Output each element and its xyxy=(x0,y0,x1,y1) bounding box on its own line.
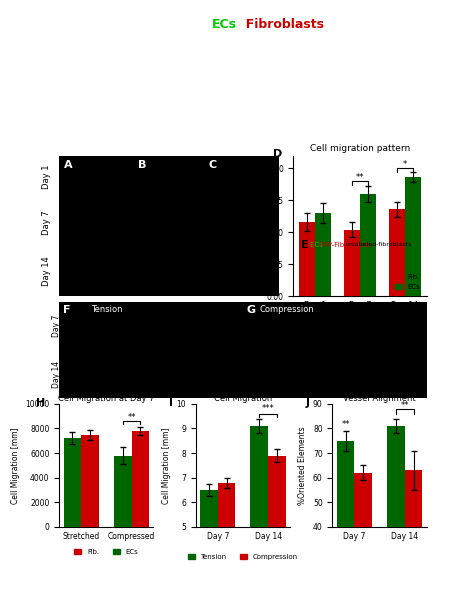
Legend: Fib., ECs: Fib., ECs xyxy=(392,272,423,292)
Bar xyxy=(387,426,405,592)
Text: F: F xyxy=(63,305,71,314)
Text: **: ** xyxy=(341,420,350,429)
Text: C: C xyxy=(209,160,217,170)
Bar xyxy=(315,213,331,296)
Bar xyxy=(250,426,268,592)
Text: *: * xyxy=(403,160,407,169)
Bar xyxy=(300,222,315,296)
Text: Day 14: Day 14 xyxy=(52,361,61,388)
Text: unlabeled-fibroblasts: unlabeled-fibroblasts xyxy=(345,242,411,247)
Bar xyxy=(131,431,149,527)
Text: Compression: Compression xyxy=(260,305,314,314)
Text: D: D xyxy=(273,149,283,159)
Text: A: A xyxy=(64,160,72,170)
Text: Day 1: Day 1 xyxy=(42,165,51,189)
Title: Cell Migration: Cell Migration xyxy=(214,394,272,403)
Text: I: I xyxy=(170,398,173,408)
Text: Day 7: Day 7 xyxy=(42,211,51,236)
Title: Cell Migration at Day 7: Cell Migration at Day 7 xyxy=(58,394,155,403)
Text: H: H xyxy=(36,398,45,408)
Y-axis label: %Oriented Elements: %Oriented Elements xyxy=(298,426,307,505)
Y-axis label: Cell Migration [mm]: Cell Migration [mm] xyxy=(11,427,20,504)
Text: Day 14: Day 14 xyxy=(42,256,51,286)
Text: ***: *** xyxy=(262,404,274,413)
Bar xyxy=(337,441,355,592)
Text: Fibroblasts: Fibroblasts xyxy=(237,18,324,31)
Text: Day 7: Day 7 xyxy=(52,315,61,337)
Text: RFP-Fibroblasts: RFP-Fibroblasts xyxy=(319,242,374,248)
Bar xyxy=(389,210,405,296)
Text: E: E xyxy=(301,240,309,250)
Bar xyxy=(355,473,372,592)
Bar xyxy=(81,435,99,527)
Y-axis label: Cell Migration [mm]: Cell Migration [mm] xyxy=(162,427,171,504)
Bar xyxy=(200,490,218,592)
Title: Vessel Alignment: Vessel Alignment xyxy=(343,394,416,403)
Title: Cell migration pattern: Cell migration pattern xyxy=(310,144,410,153)
Y-axis label: Eccentricity: Eccentricity xyxy=(252,201,261,250)
Text: Tension: Tension xyxy=(91,305,123,314)
Text: **: ** xyxy=(356,173,364,182)
Text: ← Stretching direction →: ← Stretching direction → xyxy=(119,239,212,248)
Text: **: ** xyxy=(128,413,136,422)
Text: **: ** xyxy=(401,401,409,410)
Legend: Tension, Compression: Tension, Compression xyxy=(185,551,301,563)
Bar xyxy=(360,194,376,296)
Bar xyxy=(218,482,236,592)
Bar xyxy=(268,455,286,592)
Bar xyxy=(405,470,422,592)
Legend: Fib., ECs: Fib., ECs xyxy=(72,546,141,558)
Bar xyxy=(114,455,131,527)
Text: ECs: ECs xyxy=(310,242,326,248)
Text: ECs: ECs xyxy=(212,18,237,31)
Bar xyxy=(64,438,81,527)
Text: J: J xyxy=(306,398,310,408)
Text: G: G xyxy=(246,305,256,314)
Bar xyxy=(405,178,420,296)
Text: B: B xyxy=(138,160,147,170)
Bar xyxy=(344,230,360,296)
